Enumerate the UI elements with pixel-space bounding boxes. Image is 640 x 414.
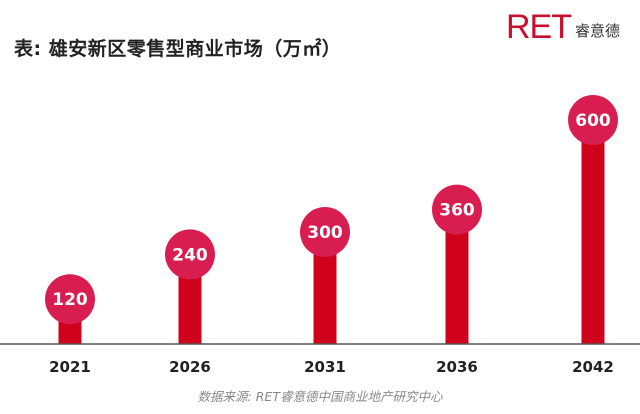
logo-text: 睿意德: [574, 22, 620, 40]
ret-logo: RET 睿意德: [506, 8, 620, 46]
data-label-2026: 240: [172, 245, 208, 265]
x-tick-label-2031: 2031: [304, 358, 346, 376]
bar-2042: [581, 120, 605, 344]
value-bubble-2036: [432, 184, 482, 235]
x-tick-label-2021: 2021: [49, 358, 91, 376]
data-label-2031: 300: [307, 223, 343, 243]
data-label-2021: 120: [52, 290, 88, 310]
x-tick-label-2036: 2036: [436, 358, 478, 376]
logo-mark: RET: [505, 8, 572, 46]
bar-2031: [313, 232, 337, 344]
source-note: 数据来源: RET睿意德中国商业地产研究中心: [197, 389, 443, 404]
value-bubble-2042: [568, 95, 618, 145]
value-bubble-2026: [165, 229, 215, 280]
data-label-2036: 360: [439, 201, 475, 221]
x-tick-label-2026: 2026: [169, 358, 211, 376]
bar-2036: [445, 209, 469, 344]
value-bubble-2021: [45, 274, 95, 325]
data-label-2042: 600: [575, 111, 611, 131]
chart-title: 表: 雄安新区零售型商业市场（万㎡）: [14, 38, 342, 60]
x-tick-label-2042: 2042: [572, 358, 614, 376]
value-bubble-2031: [300, 207, 350, 257]
